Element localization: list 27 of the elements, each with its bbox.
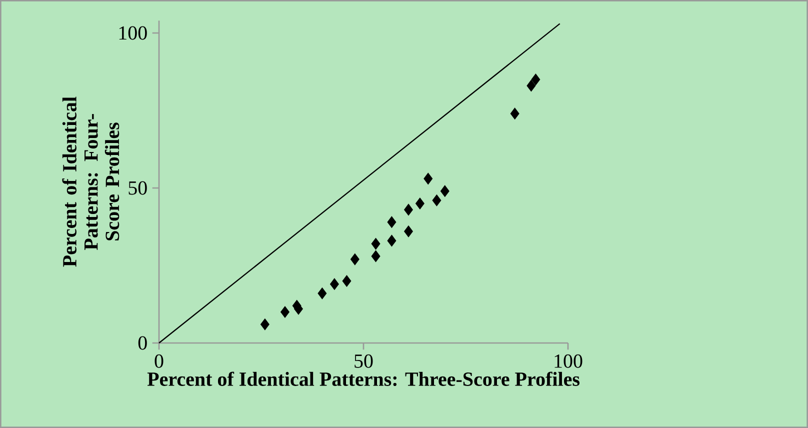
point	[424, 172, 433, 185]
point	[387, 234, 396, 247]
point	[432, 194, 442, 206]
y-tick-label: 100	[119, 26, 147, 40]
y-tick-label: 0	[138, 336, 147, 350]
point	[342, 275, 352, 287]
point	[404, 226, 413, 238]
point	[371, 250, 380, 262]
point	[260, 318, 270, 330]
point	[404, 204, 413, 216]
point	[440, 185, 450, 197]
point	[350, 253, 360, 266]
point	[371, 238, 380, 250]
point	[526, 80, 536, 92]
x-tick-label: 0	[154, 354, 164, 368]
x-axis-title: Percent of Identical Patterns: Three-Score Profiles	[147, 372, 580, 386]
point	[510, 108, 520, 120]
point	[415, 198, 424, 210]
y-tick-label: 50	[128, 181, 147, 195]
point	[330, 278, 339, 290]
y-axis-title: Percent of Identical Patterns: Four- Score Profiles	[62, 96, 120, 267]
x-tick-label: 100	[554, 354, 582, 368]
point	[280, 306, 290, 318]
point	[387, 216, 396, 228]
point	[318, 288, 327, 300]
x-tick-label: 50	[354, 354, 373, 368]
point	[531, 74, 540, 86]
